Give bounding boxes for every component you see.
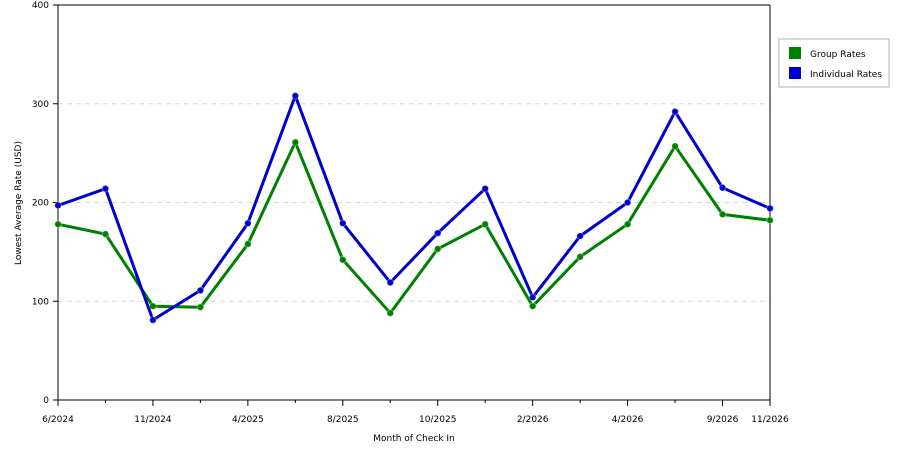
data-point-individual-rates-13: [671, 107, 679, 116]
data-point-individual-rates-4: [244, 219, 252, 228]
x-axis-title: Month of Check In: [373, 434, 455, 444]
data-point-individual-rates-1: [101, 184, 110, 193]
series-lines: [54, 92, 774, 324]
data-point-group-rates-9: [481, 220, 490, 229]
data-point-individual-rates-10: [528, 293, 537, 302]
y-tick-label-0: 0: [43, 396, 49, 406]
data-point-group-rates-10: [528, 302, 537, 310]
x-tick-label-12: 4/2026: [612, 415, 644, 425]
data-point-group-rates-0: [54, 220, 62, 229]
x-tick-label-6: 8/2025: [327, 415, 359, 425]
data-point-group-rates-1: [101, 230, 110, 238]
data-point-individual-rates-3: [196, 286, 205, 295]
series-line-individual-rates: [56, 94, 772, 322]
grid-lines: [58, 103, 770, 302]
series-line-group-rates: [56, 140, 772, 315]
data-point-group-rates-8: [433, 245, 442, 253]
data-point-individual-rates-5: [291, 92, 300, 100]
x-tick-label-4: 4/2025: [232, 415, 264, 425]
y-tick-label-200: 200: [32, 199, 49, 209]
x-tick-label-2: 11/2024: [134, 415, 172, 425]
x-tick-label-8: 10/2025: [419, 415, 456, 425]
x-tick-label-14: 9/2026: [707, 415, 739, 425]
data-point-group-rates-5: [291, 138, 300, 147]
data-point-individual-rates-8: [433, 229, 442, 237]
legend-label-individual-rates: Individual Rates: [810, 70, 882, 80]
data-point-group-rates-3: [196, 303, 205, 311]
data-point-individual-rates-15: [766, 204, 774, 213]
legend-label-group-rates: Group Rates: [810, 50, 866, 60]
data-point-group-rates-6: [339, 255, 347, 264]
legend-swatch-group-rates: [789, 47, 801, 59]
y-axis-title: Lowest Average Rate (USD): [14, 141, 24, 265]
tick-labels: 0 100 200 300 400 6/2024 11/2024 4/2025 8/2025 10…: [32, 1, 789, 425]
data-point-individual-rates-12: [623, 198, 632, 207]
x-tick-label-10: 2/2026: [517, 415, 549, 425]
data-point-individual-rates-14: [718, 183, 727, 192]
y-tick-label-100: 100: [32, 297, 49, 307]
legend: Group Rates Individual Rates: [778, 38, 890, 88]
data-point-group-rates-12: [623, 220, 632, 229]
data-point-individual-rates-11: [576, 232, 584, 240]
x-tick-label-15: 11/2026: [751, 415, 789, 425]
data-point-group-rates-14: [718, 210, 727, 219]
data-point-individual-rates-6: [339, 219, 347, 228]
data-point-group-rates-2: [149, 302, 157, 310]
y-tick-label-400: 400: [32, 1, 49, 11]
data-point-individual-rates-0: [54, 201, 62, 210]
axes: [53, 4, 771, 406]
data-point-individual-rates-9: [481, 184, 490, 193]
y-tick-label-300: 300: [32, 100, 49, 110]
data-point-group-rates-4: [244, 240, 252, 248]
data-point-group-rates-13: [671, 142, 679, 151]
x-tick-label-0: 6/2024: [42, 415, 74, 425]
data-point-group-rates-15: [766, 216, 774, 225]
data-point-group-rates-11: [576, 253, 584, 261]
data-point-group-rates-7: [386, 309, 395, 317]
data-point-individual-rates-7: [386, 278, 395, 287]
data-point-individual-rates-2: [149, 316, 157, 324]
legend-swatch-individual-rates: [789, 67, 801, 79]
